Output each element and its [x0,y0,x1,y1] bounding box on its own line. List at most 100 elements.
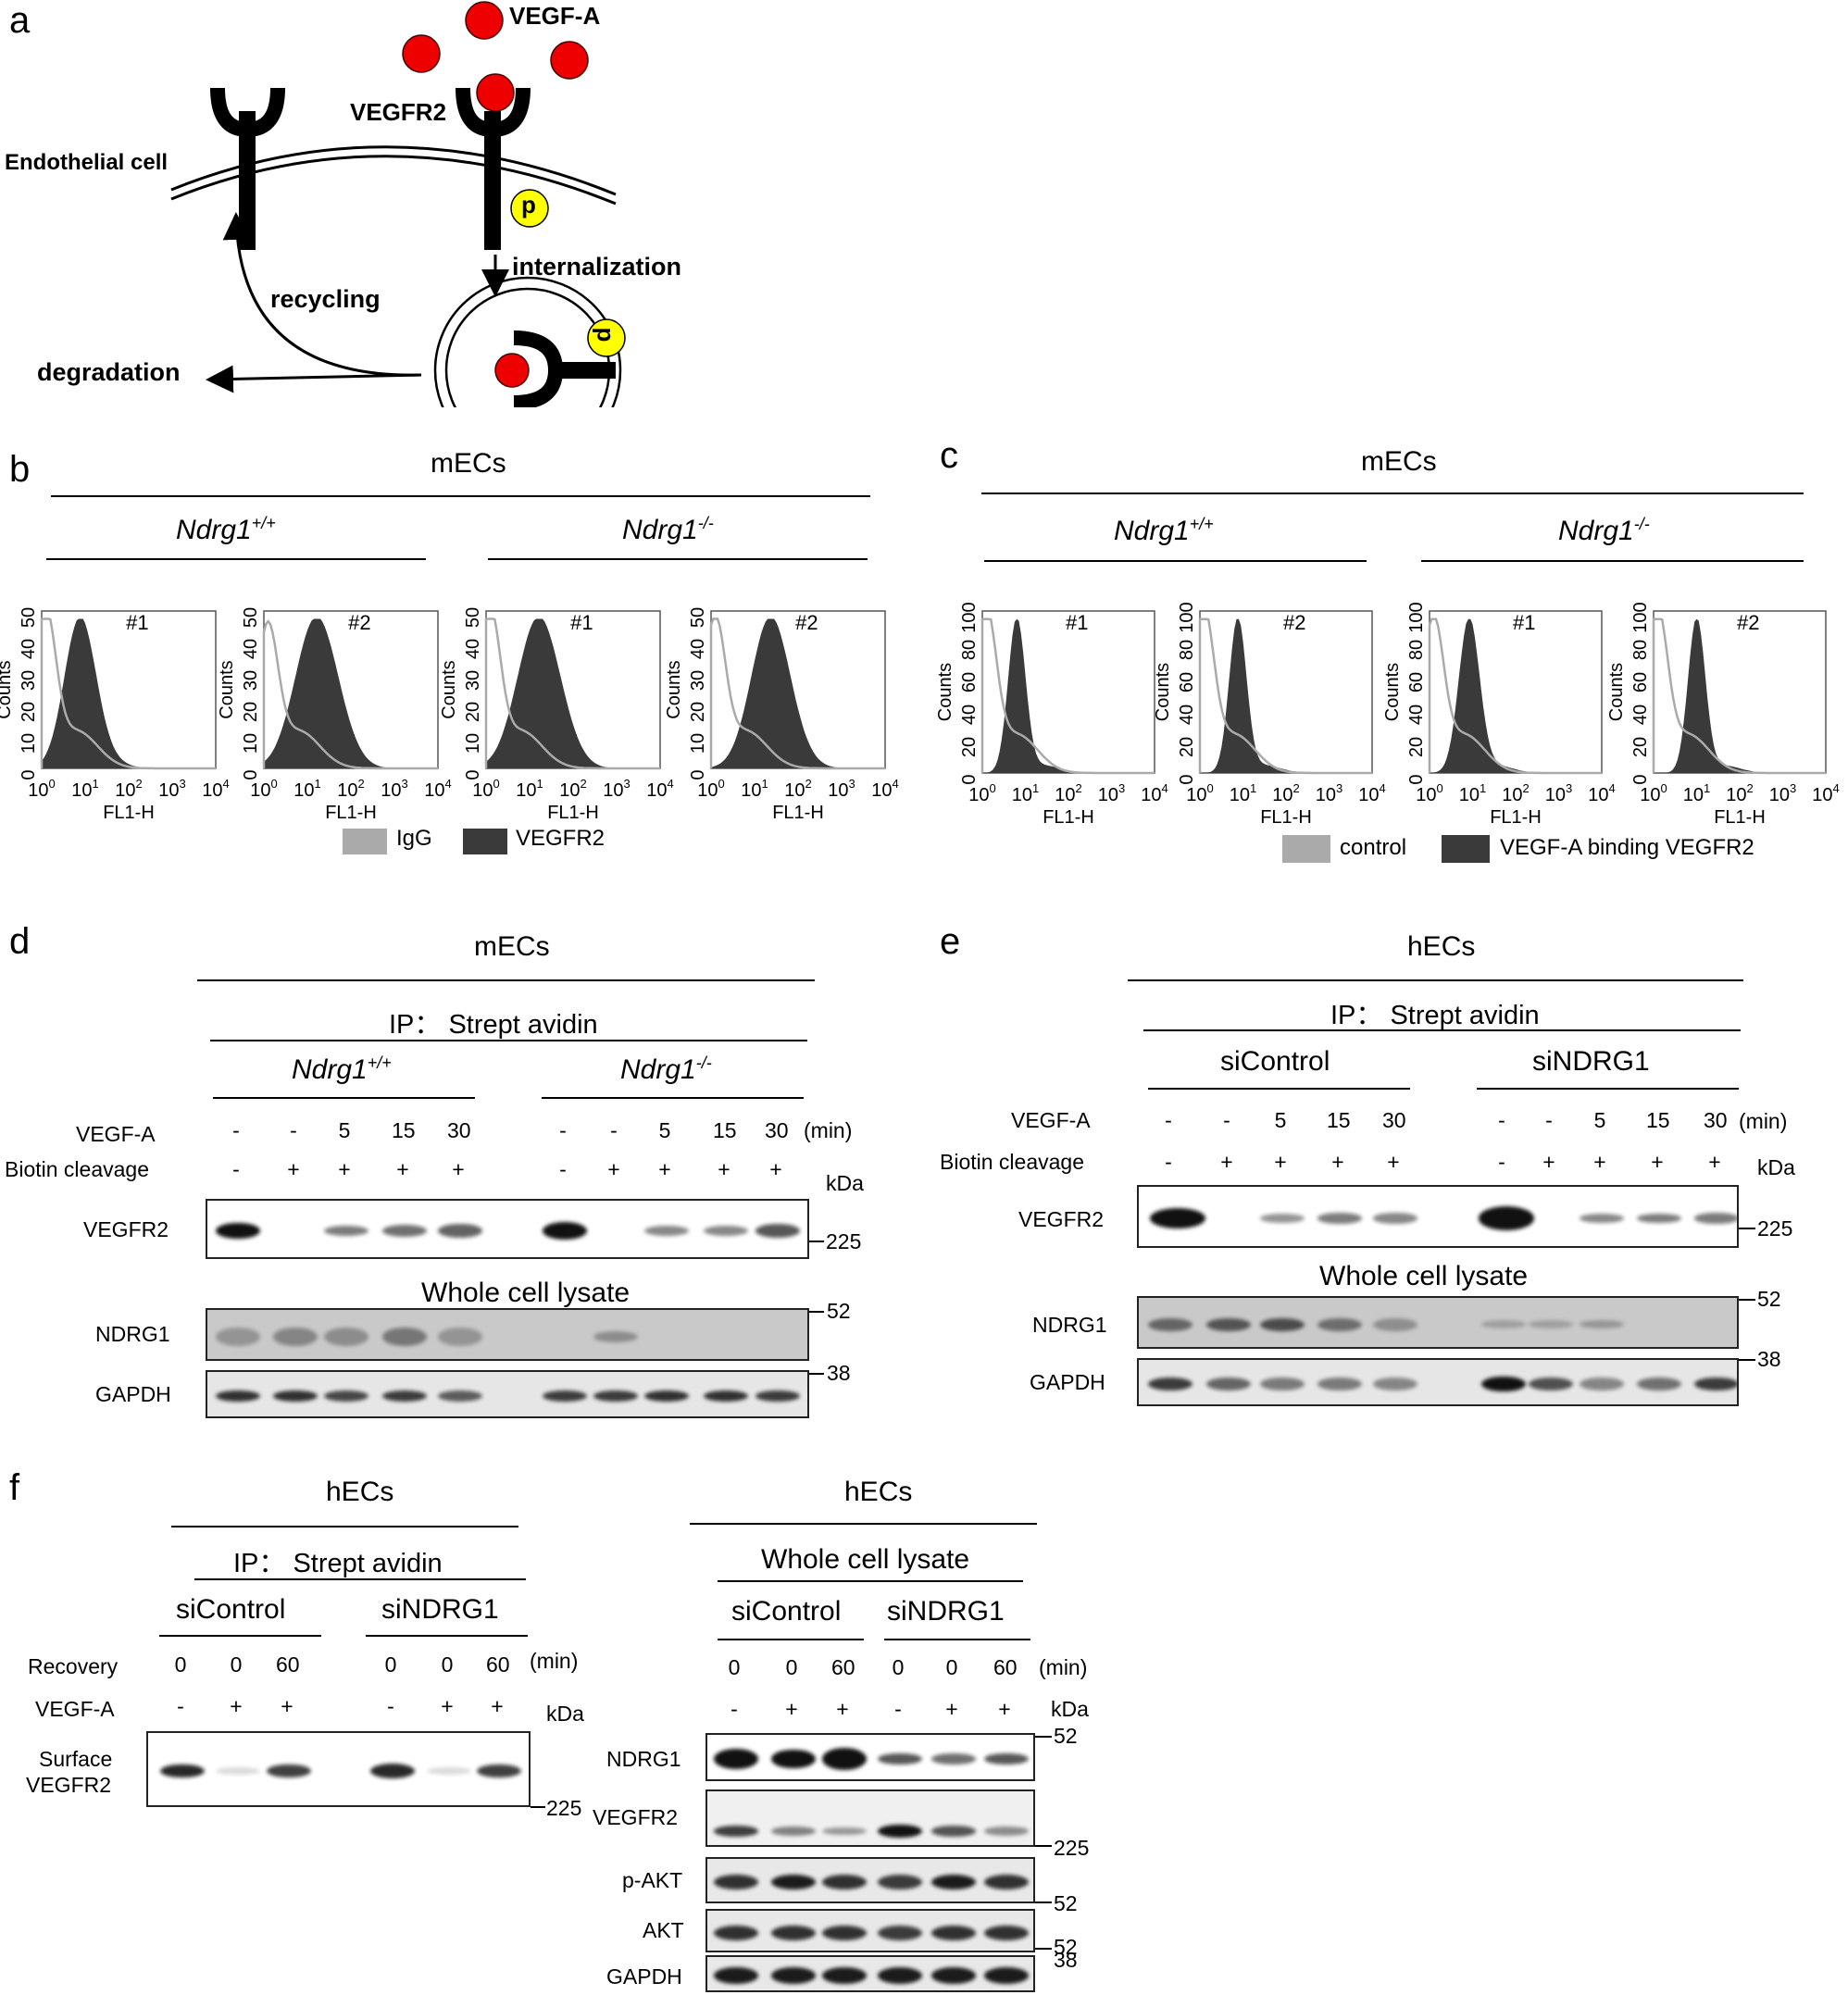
f-wcl: Whole cell lysate [761,1544,970,1575]
blot-band [1580,1320,1624,1328]
vegfr2-label: VEGFR2 [350,98,447,126]
panel-a: a VEGF-A [0,0,704,407]
d-marker-225-tick [809,1241,824,1242]
d-group1-line [213,1097,475,1099]
e-group2-label: siNDRG1 [1532,1046,1650,1077]
lane-value: 0 [174,1652,187,1677]
vegfa-label: VEGF-A [509,2,601,30]
lane-value: + [452,1157,465,1181]
flow-xtick: 100 [28,777,55,801]
d-min: (min) [804,1118,853,1142]
flow-ytick: 60 [1177,672,1197,692]
d-group2-label: Ndrg1-/- [620,1054,712,1085]
flow-xtick: 104 [871,777,898,801]
flow-plot-2: 0 10 20 30 40 50 Counts 100 101 102 103 104 FL1-H #2 [217,607,452,823]
b-legend-vegfr2-swatch [463,829,507,854]
lane-value: - [232,1157,240,1181]
c-flow-histograms: 0 20 40 60 80 100 Counts 100 101 102 103 104 FL1-H #1… [935,602,1840,828]
d-blot-label-vegfr2: VEGFR2 [83,1217,169,1241]
lane-value: 15 [1327,1108,1351,1132]
blot-band [771,1925,816,1940]
d-blot-vegfr2 [206,1199,809,1259]
blot-band [704,1225,748,1237]
flow-xtick: 103 [1316,781,1342,805]
flow-xtick: 103 [1545,781,1572,805]
blot-band [382,1390,427,1402]
flow-ytick: 0 [959,774,980,784]
flow-xlabel: FL1-H [547,803,599,823]
flow-xtick: 101 [1012,781,1039,805]
e-group1-label: siControl [1220,1046,1330,1077]
c-legend-binding-swatch [1442,835,1490,863]
flow-xtick: 104 [1588,781,1615,805]
f-right-title-line [690,1523,1037,1525]
f-rblot-ndrg1 [705,1733,1035,1781]
blot-band [324,1225,368,1237]
flow-xtick: 102 [1272,781,1299,805]
blot-band [1373,1317,1417,1331]
f-left-title-line [171,1526,518,1527]
flow-xtick: 103 [1098,781,1125,805]
lane-value: 0 [785,1655,798,1679]
lane-value: 60 [486,1652,510,1677]
flow-ytick: 80 [1177,640,1197,660]
blot-band [1317,1213,1362,1224]
blot-band [771,1827,816,1836]
lane-value: 15 [1646,1108,1670,1132]
flow-ytick: 10 [19,733,39,754]
flow-ytick: 100 [1630,602,1651,632]
d-ip-line [210,1040,807,1041]
blot-band [984,1827,1029,1836]
flow-xtick: 100 [968,781,995,805]
lane-value: - [177,1694,184,1718]
degradation-label: degradation [37,358,181,386]
flow-xtick: 104 [1812,781,1839,805]
c-group2-line [1421,560,1804,562]
f-rmarker-52a: 52 [1054,1724,1078,1748]
d-blot-label-gapdh: GAPDH [95,1382,171,1406]
blot-band [1150,1207,1205,1229]
panel-label-f: f [9,1467,20,1508]
lane-value: - [232,1118,240,1142]
flow-xtick: 104 [1358,781,1385,805]
b-group1-line [46,558,426,560]
lane-value: + [1708,1150,1721,1174]
blot-band [1206,1378,1251,1390]
flow-ytick: 80 [1630,640,1651,660]
flow-plot-1: 0 10 20 30 40 50 Counts 100 101 102 103 104 FL1-H #1 [0,607,230,823]
f-ip: IP： Strept avidin [233,1549,443,1578]
d-marker-52-tick [809,1311,824,1313]
blot-band [714,1967,758,1984]
blot-band [1580,1378,1624,1390]
lane-value: 0 [728,1655,741,1679]
flow-ylabel: Counts [1153,663,1173,721]
b-group2-label: Ndrg1-/- [622,514,714,545]
f-rgroup2-line [884,1639,1030,1640]
flow-ylabel: Counts [664,660,684,718]
lane-value: 0 [945,1655,958,1679]
f-rgroup2-label: siNDRG1 [887,1596,1005,1627]
flow-fill [982,618,1155,773]
phospho-label: p [521,191,536,218]
lane-value: + [491,1694,504,1718]
d-blot-ndrg1 [206,1308,809,1361]
e-marker-38-tick [1739,1359,1755,1361]
blot-band [984,1875,1029,1889]
flow-xlabel: FL1-H [325,803,377,823]
c-legend-binding: VEGF-A binding VEGFR2 [1500,835,1754,860]
flow-sample-label: #2 [348,611,370,634]
lane-value: 30 [1382,1108,1406,1132]
blot-band [1481,1376,1526,1392]
d-marker-38: 38 [827,1361,851,1385]
blot-band [1529,1320,1573,1328]
c-group1-line [984,560,1367,562]
flow-ytick: 60 [959,672,980,692]
flow-xtick: 102 [1055,781,1081,805]
flow-ytick: 40 [1177,704,1197,725]
flow-sample-label: #1 [1513,611,1535,634]
lane-value: + [230,1694,243,1718]
f-row-vegfa: VEGF-A [35,1697,115,1721]
flow-xtick: 103 [1769,781,1796,805]
flow-outline [1652,617,1826,775]
lane-value: - [559,1118,567,1142]
